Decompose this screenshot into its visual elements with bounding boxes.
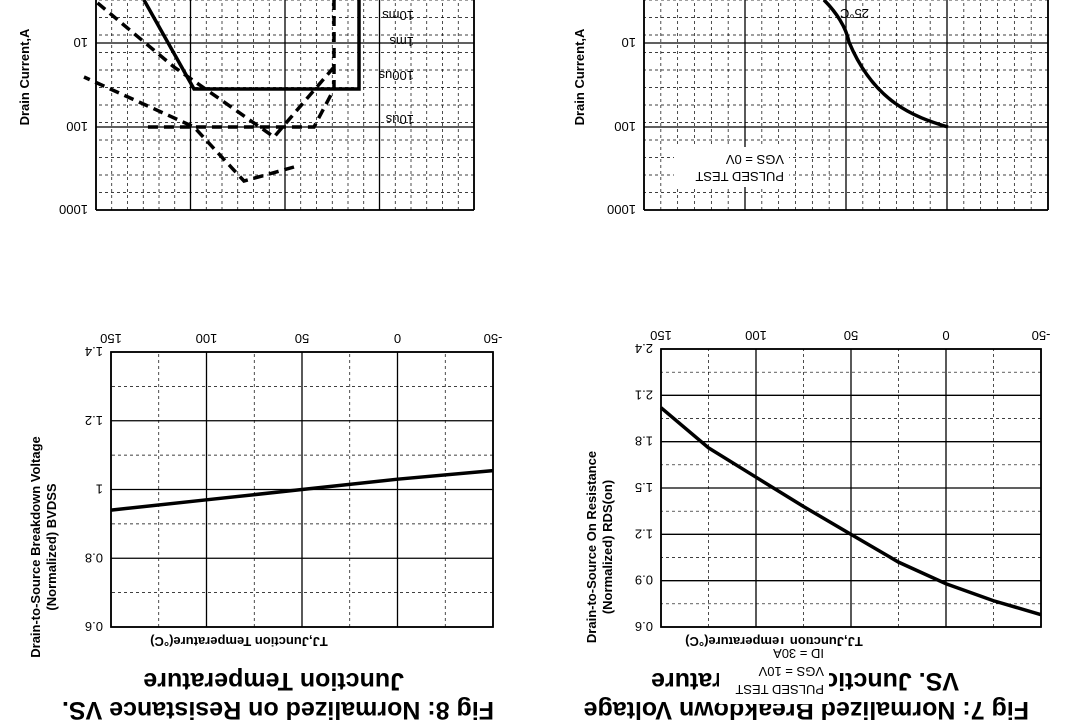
fig8-ylabel-group: Drain-to-Source On Resistance (Normalize… [584, 451, 615, 643]
soa-label-10ms: 10ms [382, 8, 414, 23]
fig8-grid [660, 348, 1042, 628]
partial-y-tick-label: 10 [74, 35, 88, 50]
x-tick-label: 150 [100, 331, 122, 346]
fig8-x-ticks: -50 0 50 100 150 [650, 328, 1050, 343]
fig8-annotation-3: ID = 30A [773, 646, 824, 661]
y-tick-label: 0.6 [635, 619, 653, 634]
fig8-title: Fig 8: Normalized on Resistance VS. [62, 696, 494, 724]
soa-curve-10us [144, 0, 336, 129]
partial-y-tick-label: 10 [622, 35, 636, 50]
transfer-ylabel: Drain Current,A [572, 28, 587, 125]
x-tick-label: 100 [196, 331, 218, 346]
fig7-ylabel-line2: (Normalized) BVDSS [44, 483, 59, 610]
series-line [110, 468, 494, 512]
fig8-annotation-1: PULSED TEST [735, 682, 824, 697]
fig8-subtitle: Junction Temperature [143, 667, 404, 695]
y-tick-label: 1.5 [635, 480, 653, 495]
fig8-annotation-2: VGS = 10V [758, 664, 824, 679]
soa-curve-1ms [83, 75, 295, 183]
soa-label-100us: 100us [378, 68, 414, 83]
x-tick-label: 50 [295, 331, 309, 346]
fig7-grid [110, 351, 494, 628]
soa-grid [95, 0, 475, 211]
y-tick-label: 1.4 [85, 344, 103, 359]
soa-curve-100us [92, 0, 336, 140]
soa-partial-chart: 1000 100 10 Drain Current,A 10ms 1ms 100us… [17, 0, 475, 217]
y-tick-label: 2.1 [635, 387, 653, 402]
transfer-y-ticks: 1000 100 10 [607, 35, 636, 217]
y-tick-label: 0.8 [85, 550, 103, 565]
fig8-ylabel-line2: (Normalized) RDS(on) [600, 480, 615, 614]
fig7-ylabel-line1: Drain-to-Source Breakdown Voltage [28, 436, 43, 658]
y-tick-label: 0.9 [635, 573, 653, 588]
fig8-series [659, 406, 1042, 617]
x-tick-label: 0 [394, 331, 401, 346]
soa-boundary-solid [142, 0, 361, 91]
y-tick-label: 1.8 [635, 434, 653, 449]
fig8-annotation-box: PULSED TEST VGS = 10V ID = 30A [719, 644, 829, 704]
fig8-y-ticks: 0.6 0.9 1.2 1.5 1.8 2.1 2.4 [635, 341, 653, 634]
partial-y-tick-label: 100 [614, 119, 636, 134]
fig7-ylabel-group: Drain-to-Source Breakdown Voltage (Norma… [28, 436, 59, 658]
y-tick-label: 1.2 [635, 526, 653, 541]
fig7-series [110, 468, 494, 512]
y-tick-label: 2.4 [635, 341, 653, 356]
x-tick-label: -50 [484, 331, 503, 346]
soa-y-ticks: 1000 100 10 [59, 35, 88, 217]
fig8-ylabel-line1: Drain-to-Source On Resistance [584, 451, 599, 643]
fig8-chart: Fig 8: Normalized on Resistance VS. Junc… [62, 328, 1050, 724]
x-tick-label: 100 [745, 328, 767, 343]
x-tick-label: 50 [844, 328, 858, 343]
soa-ylabel: Drain Current,A [17, 28, 32, 125]
transfer-partial-chart: 1000 100 10 Drain Current,A PULSED TEST VG… [572, 0, 1049, 217]
y-tick-label: 0.6 [85, 619, 103, 634]
y-tick-label: 1.2 [85, 413, 103, 428]
plot-frame [110, 351, 494, 628]
x-tick-label: 0 [942, 328, 949, 343]
fig8-xlabel: TJ,Junction Temperature(°C) [150, 634, 328, 649]
transfer-annotation-1: PULSED TEST [695, 169, 784, 184]
fig7-chart: Fig 7: Normalized Breakdown Voltage VS. … [28, 331, 1029, 724]
soa-label-1ms: 1ms [389, 34, 414, 49]
partial-y-tick-label: 100 [66, 119, 88, 134]
y-tick-label: 1 [96, 482, 103, 497]
partial-y-tick-label: 1000 [607, 202, 636, 217]
x-tick-label: 150 [650, 328, 672, 343]
partial-y-tick-label: 1000 [59, 202, 88, 217]
transfer-annotation-2: VGS = 0V [726, 152, 784, 167]
fig7-x-ticks: -50 0 50 100 150 [100, 331, 502, 346]
series-line [659, 406, 1042, 617]
fig7-y-ticks: 0.6 0.8 1 1.2 1.4 [85, 344, 103, 634]
transfer-annotation-3: 25°C [840, 6, 869, 21]
plot-frame [660, 348, 1042, 628]
x-tick-label: -50 [1032, 328, 1051, 343]
soa-label-10us: 10us [385, 112, 414, 127]
transfer-curve [822, 0, 949, 129]
